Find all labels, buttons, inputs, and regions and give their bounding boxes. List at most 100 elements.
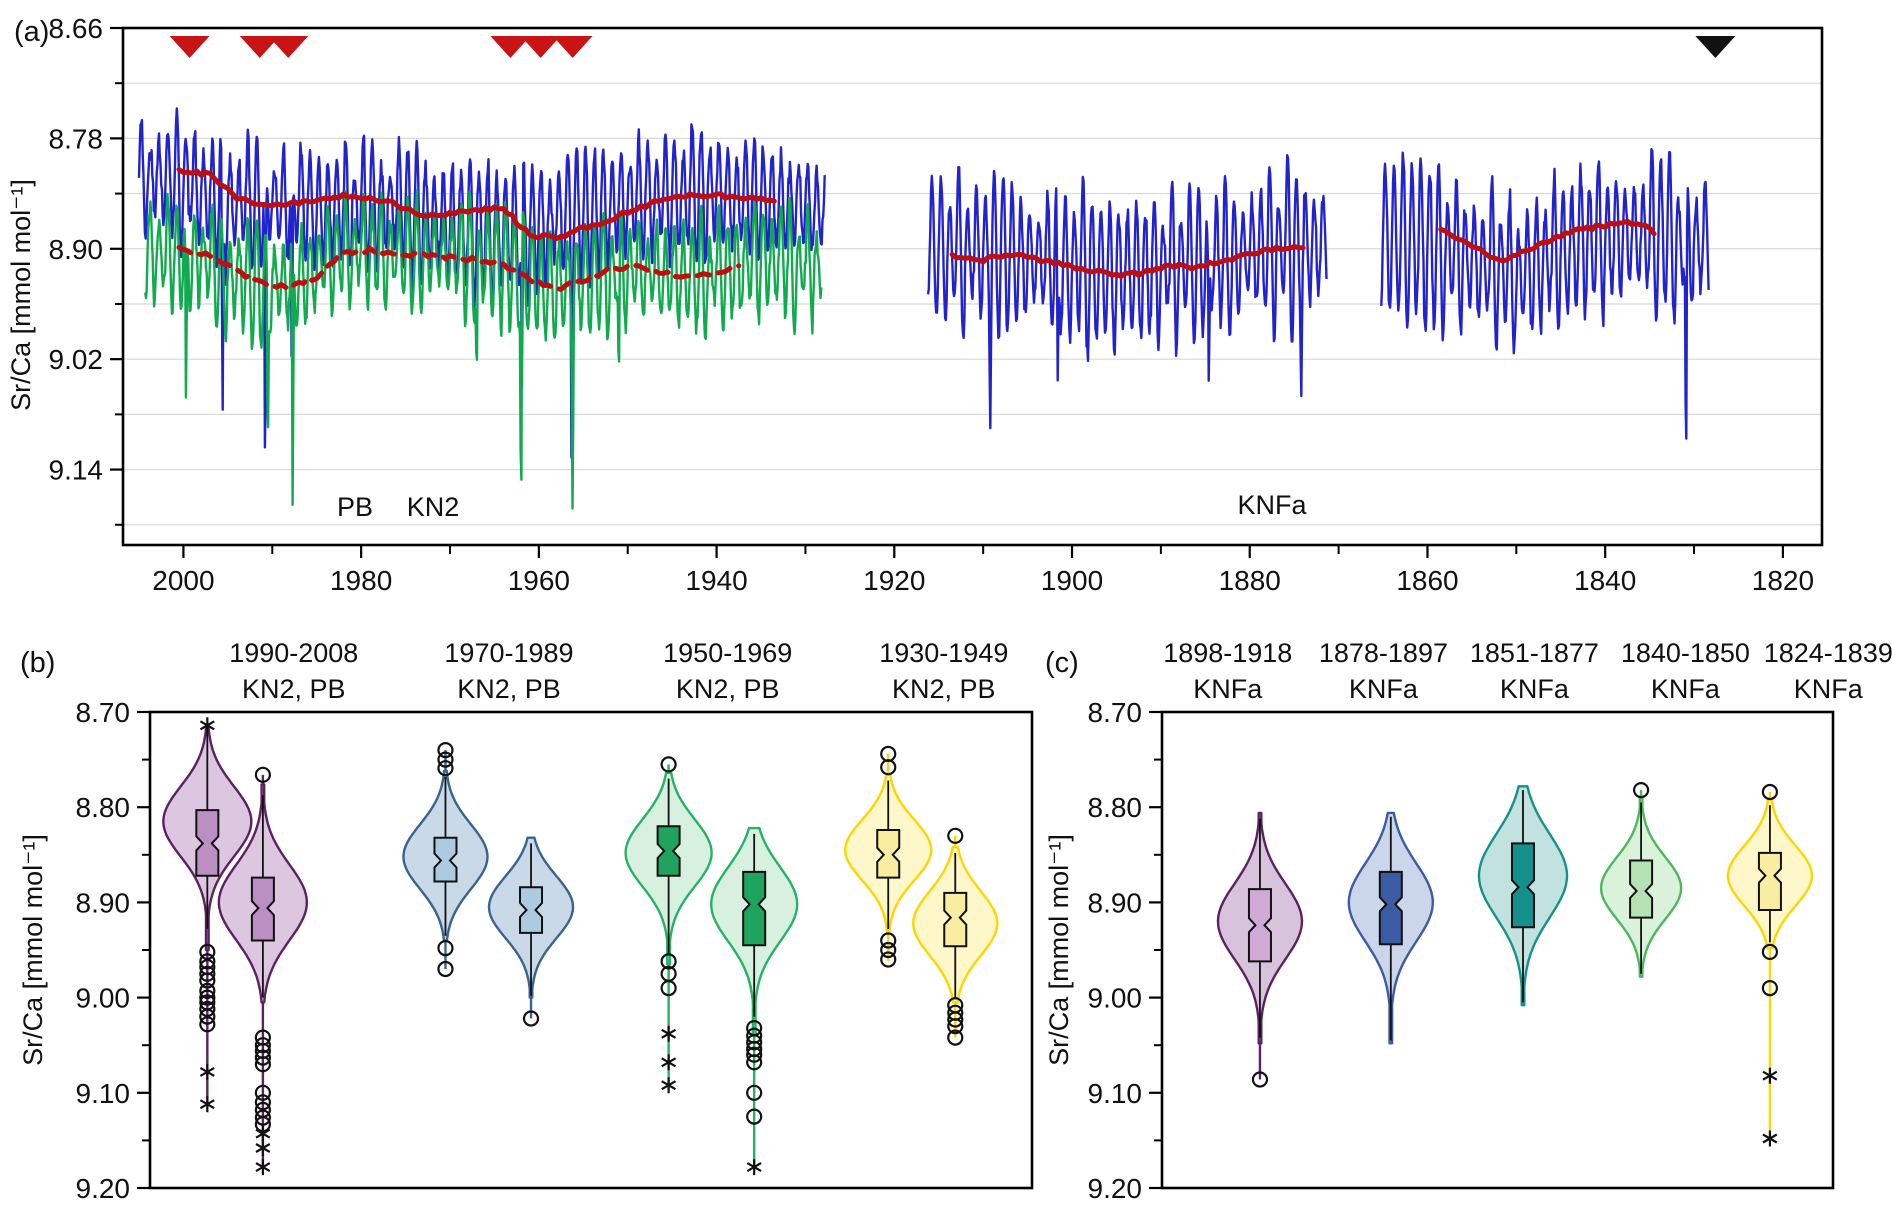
outlier-circle (199, 1008, 216, 1025)
notched-box (250, 876, 275, 942)
panel-b-label: (b) (20, 647, 55, 679)
time-series-kn2 (144, 189, 823, 510)
violin-pb (217, 766, 308, 1176)
outlier-star (746, 1159, 762, 1176)
smoothed-line-knfa (1438, 218, 1657, 264)
y-tick-label: 8.90 (49, 234, 104, 265)
outlier-circle (199, 989, 216, 1006)
black-triangle-marker (1695, 36, 1736, 58)
series-line-knfa (926, 153, 1328, 430)
y-tick-label: 9.00 (76, 983, 131, 1014)
outlier-circle (254, 1084, 271, 1101)
outlier-circle (254, 1094, 271, 1111)
notched-box (943, 891, 968, 948)
violin-knfa (1347, 811, 1434, 1045)
series-line-kn2 (144, 189, 823, 510)
y-tick-label: 9.10 (76, 1078, 131, 1109)
violin-knfa (1216, 811, 1304, 1088)
x-tick-label: 1860 (1396, 565, 1458, 596)
group-period-label: 1930-1949 (879, 638, 1008, 668)
group-period-label: 1990-2008 (229, 638, 358, 668)
violin-pb (912, 827, 999, 1046)
outlier-circle (880, 759, 897, 776)
y-tick-label: 8.66 (49, 13, 104, 44)
outlier-circle (199, 953, 216, 970)
x-tick-label: 1820 (1752, 565, 1814, 596)
red-triangle-marker (490, 36, 531, 58)
outlier-circle (880, 941, 897, 959)
x-tick-label: 1940 (685, 565, 747, 596)
violin-kn2 (162, 717, 253, 1113)
outlier-circle (880, 932, 897, 949)
violin-kn2 (624, 756, 713, 1094)
y-tick-label: 8.70 (1088, 697, 1143, 728)
panel-c-label: (c) (1045, 647, 1079, 679)
x-tick-label: 2000 (152, 565, 214, 596)
outlier-circle (947, 1011, 964, 1028)
violin-knfa (1726, 783, 1814, 1147)
outlier-circle (660, 979, 677, 997)
y-tick-label: 9.10 (1088, 1078, 1143, 1109)
notched-box (1757, 851, 1782, 911)
outlier-circle (522, 1010, 540, 1027)
outlier-circle (660, 953, 677, 970)
outlier-circle (437, 760, 454, 777)
outlier-star (199, 1063, 215, 1080)
notched-box (433, 836, 458, 883)
x-tick-label: 1880 (1219, 565, 1281, 596)
y-tick-label: 8.80 (76, 792, 131, 823)
outlier-circle (746, 1046, 763, 1063)
violin-pb (487, 836, 575, 1027)
y-tick-label: 8.90 (76, 887, 131, 918)
notched-box (519, 886, 544, 934)
outlier-circle (437, 960, 454, 978)
outlier-circle (199, 965, 216, 982)
x-tick-label: 1980 (330, 565, 392, 596)
outlier-circle (746, 1108, 763, 1125)
outlier-star (1762, 1067, 1778, 1084)
group-period-label: 1898-1918 (1163, 638, 1292, 668)
outlier-circle (746, 1034, 763, 1051)
group-sites-label: KNFa (1794, 674, 1864, 704)
outlier-circle (437, 751, 454, 768)
outlier-circle (199, 972, 216, 989)
outlier-circle (254, 766, 271, 783)
group-period-label: 1878-1897 (1319, 638, 1448, 668)
legend-kn2: KN2 (407, 492, 460, 522)
outlier-star (199, 1096, 215, 1113)
outlier-circle (199, 943, 216, 961)
y-tick-label: 9.14 (49, 455, 104, 486)
group-sites-label: KN2, PB (892, 674, 996, 704)
group-sites-label: KNFa (1651, 674, 1721, 704)
notched-box (1378, 870, 1403, 946)
group-period-label: 1970-1989 (444, 638, 573, 668)
violin-kn2 (844, 745, 933, 968)
group-sites-label: KNFa (1349, 674, 1419, 704)
y-tick-label: 8.78 (49, 123, 104, 154)
panel-a: 2000 1980 1960 1940 1920 1900 1880 1860 1840 1820… (49, 13, 1824, 596)
panel-b: 1990-2008 KN2, PB 1970-1989 KN2, PB 1950-196… (76, 638, 1034, 1204)
outlier-star (255, 1140, 271, 1156)
x-tick-label: 1840 (1574, 565, 1636, 596)
panel-b-y-axis-title: Sr/Ca [mmol mol⁻¹] (18, 834, 48, 1066)
violin-knfa (1477, 785, 1569, 1007)
group-sites-label: KN2, PB (676, 674, 780, 704)
violin-kn2 (402, 741, 489, 978)
red-triangle-marker (520, 36, 561, 58)
y-tick-label: 9.20 (1088, 1173, 1143, 1204)
notched-box (742, 870, 767, 947)
group-sites-label: KN2, PB (457, 674, 561, 704)
smoothed-line-knfa (949, 243, 1306, 279)
red-triangle-marker (268, 36, 309, 58)
y-tick-label: 9.02 (49, 344, 104, 375)
series-line-knfa (1380, 147, 1710, 440)
outlier-circle (254, 1109, 271, 1126)
outlier-circle (947, 1029, 964, 1046)
panel-c: 1898-1918 KNFa 1878-1897 KNFa 1851-1877 KNFa 1… (1088, 638, 1892, 1204)
violin-pb (710, 826, 799, 1176)
outlier-star (661, 1025, 677, 1042)
outlier-star (255, 1125, 271, 1142)
red-triangle-marker (552, 36, 593, 58)
group-sites-label: KNFa (1500, 674, 1570, 704)
time-series-knfa (926, 147, 1710, 440)
